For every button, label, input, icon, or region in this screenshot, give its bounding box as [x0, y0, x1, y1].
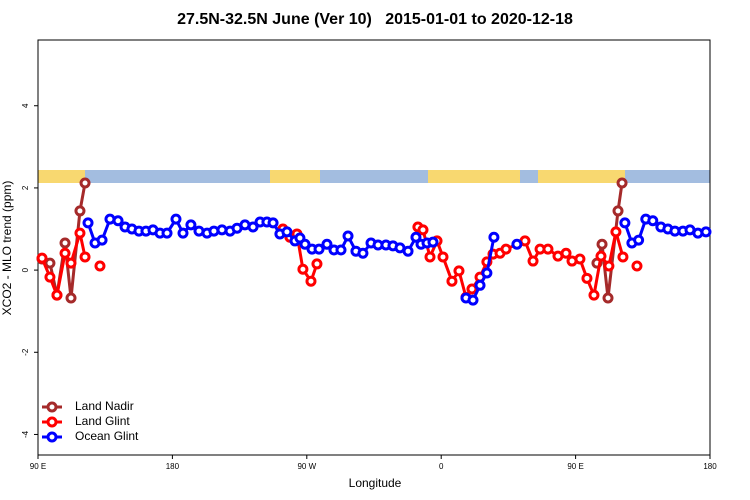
y-tick-label: 0 [21, 267, 30, 272]
legend-marker [46, 431, 58, 443]
data-point [321, 238, 333, 250]
plot-frame [37, 39, 711, 456]
data-point [574, 253, 586, 265]
land-strip [38, 170, 85, 183]
data-point [633, 234, 645, 246]
x-tick-label: 180 [703, 462, 717, 471]
data-point [617, 251, 629, 263]
data-point [602, 292, 614, 304]
data-point [560, 247, 572, 259]
data-point [581, 272, 593, 284]
data-point [44, 271, 56, 283]
y-tick-label: 2 [21, 185, 30, 190]
data-point [700, 226, 712, 238]
data-point [161, 227, 173, 239]
data-point [527, 255, 539, 267]
data-point [619, 217, 631, 229]
data-point [610, 226, 622, 238]
data-point [335, 244, 347, 256]
data-point [631, 260, 643, 272]
data-point [588, 289, 600, 301]
data-point [603, 260, 615, 272]
data-point [297, 263, 309, 275]
legend-marker [46, 401, 58, 413]
data-point [44, 257, 56, 269]
data-point [427, 236, 439, 248]
land-ocean-strip [38, 170, 710, 183]
data-point [305, 275, 317, 287]
data-point [281, 226, 293, 238]
data-point [357, 247, 369, 259]
legend-marker [46, 416, 58, 428]
data-point [437, 251, 449, 263]
data-point [500, 243, 512, 255]
data-point [112, 215, 124, 227]
data-point [247, 221, 259, 233]
data-point [417, 224, 429, 236]
data-point [267, 217, 279, 229]
data-point [74, 205, 86, 217]
y-tick-label: -4 [21, 430, 30, 438]
x-axis-label: Longitude [349, 476, 402, 490]
data-point [299, 238, 311, 250]
data-point [59, 237, 71, 249]
data-point [313, 243, 325, 255]
data-point [51, 289, 63, 301]
data-point [96, 234, 108, 246]
x-tick-label: 90 E [30, 462, 46, 471]
data-point [453, 265, 465, 277]
data-point [402, 245, 414, 257]
data-point [596, 238, 608, 250]
data-point [542, 243, 554, 255]
data-point [170, 213, 182, 225]
legend-label: Land Glint [75, 414, 130, 428]
data-point [79, 251, 91, 263]
data-point [511, 238, 523, 250]
y-tick-label: -2 [21, 348, 30, 356]
legend-label: Ocean Glint [75, 429, 139, 443]
data-point [311, 258, 323, 270]
x-tick-label: 0 [439, 462, 444, 471]
data-point [59, 247, 71, 259]
legend-label: Land Nadir [75, 399, 134, 413]
data-point [481, 267, 493, 279]
data-point [410, 231, 422, 243]
data-point [647, 215, 659, 227]
data-point [424, 251, 436, 263]
y-axis-label: XCO2 - MLO trend (ppm) [0, 181, 14, 316]
data-point [595, 250, 607, 262]
data-point [474, 279, 486, 291]
data-point [446, 275, 458, 287]
data-point [342, 230, 354, 242]
data-point [177, 227, 189, 239]
data-point [82, 217, 94, 229]
y-tick-label: 4 [21, 103, 30, 108]
land-strip [428, 170, 520, 183]
data-point [488, 231, 500, 243]
data-point [185, 219, 197, 231]
data-point [612, 205, 624, 217]
chart-title: 27.5N-32.5N June (Ver 10) 2015-01-01 to … [177, 11, 573, 28]
land-strip [538, 170, 625, 183]
data-point [65, 257, 77, 269]
data-point [36, 252, 48, 264]
x-tick-label: 90 W [297, 462, 316, 471]
x-tick-label: 180 [166, 462, 180, 471]
land-strip [270, 170, 320, 183]
data-point [79, 177, 91, 189]
data-point [94, 260, 106, 272]
data-point [74, 227, 86, 239]
data-point [467, 294, 479, 306]
data-point [65, 292, 77, 304]
data-point [616, 177, 628, 189]
x-tick-label: 90 E [567, 462, 583, 471]
